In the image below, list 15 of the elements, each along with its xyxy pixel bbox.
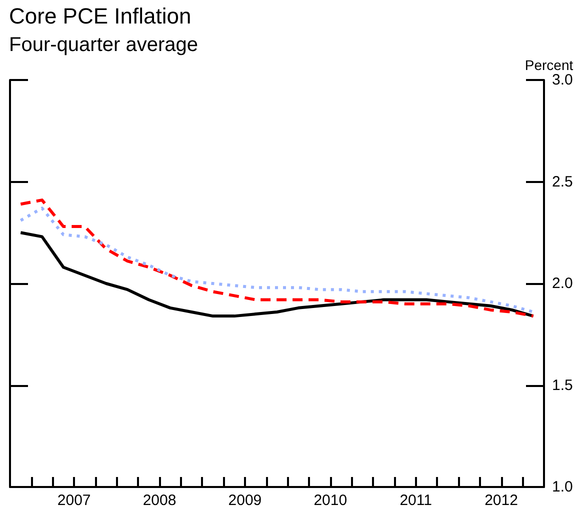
y-tick-label: 3.0 [552,72,573,88]
chart-subtitle: Four-quarter average [9,34,198,56]
line-series [19,231,535,318]
y-tick-label: 1.5 [552,376,573,394]
y-axis-title: Percent [524,57,574,73]
x-tick-label: 2009 [228,492,262,509]
y-tick-label: 1.0 [552,478,573,496]
chart-title: Core PCE Inflation [9,4,192,28]
x-tick-label: 2012 [484,492,518,509]
x-tick-label: 2007 [57,492,91,509]
x-tick-label: 2008 [142,492,176,509]
y-tick-label: 2.0 [552,275,573,292]
x-tick-label: 2011 [400,492,432,509]
x-tick-label: 2010 [314,492,348,509]
y-tick-label: 2.5 [552,173,573,190]
